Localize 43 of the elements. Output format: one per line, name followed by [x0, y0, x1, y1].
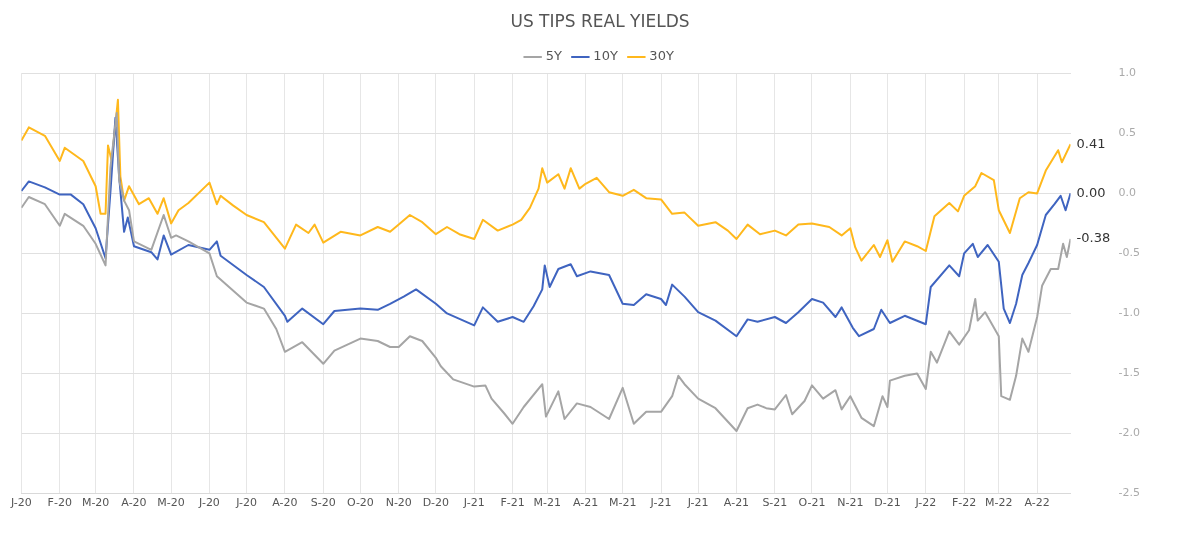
chart-title: US TIPS REAL YIELDS: [510, 10, 690, 31]
data-label: -0.38: [1076, 230, 1111, 246]
y-tick-label: 0.0: [1118, 186, 1137, 200]
x-tick-label: M-21: [608, 495, 637, 509]
x-tick-label: J-21: [686, 495, 709, 509]
x-tick-label: O-20: [346, 495, 374, 509]
y-tick-label: 0.5: [1118, 126, 1137, 140]
legend-label: 30Y: [649, 48, 674, 64]
x-tick-label: F-20: [47, 495, 72, 509]
x-tick-label: S-21: [762, 495, 788, 509]
data-label: 0.00: [1076, 184, 1106, 200]
y-tick-label: 1.0: [1118, 66, 1137, 80]
y-tick-label: -1.0: [1118, 306, 1141, 320]
data-label: 0.41: [1076, 135, 1106, 151]
legend-label: 5Y: [545, 48, 562, 64]
x-tick-label: M-22: [985, 495, 1013, 509]
x-tick-label: A-21: [723, 495, 750, 509]
y-tick-label: -2.0: [1118, 426, 1141, 440]
x-tick-label: J-20: [198, 495, 220, 509]
x-tick-label: N-20: [385, 495, 412, 509]
x-tick-label: F-22: [951, 495, 977, 509]
x-tick-label: D-21: [874, 495, 901, 509]
x-tick-label: A-20: [272, 495, 298, 509]
x-tick-label: J-22: [914, 495, 937, 509]
y-tick-label: -0.5: [1118, 246, 1141, 260]
x-tick-label: M-21: [533, 495, 561, 509]
x-tick-label: N-21: [837, 495, 864, 509]
x-tick-label: J-20: [235, 495, 257, 509]
x-tick-label: S-20: [310, 495, 336, 509]
y-tick-label: -2.5: [1118, 486, 1141, 500]
y-tick-label: -1.5: [1118, 366, 1141, 380]
x-tick-label: J-21: [649, 495, 672, 509]
x-tick-label: D-20: [422, 495, 450, 509]
x-tick-label: J-21: [462, 495, 485, 509]
x-tick-label: O-21: [798, 495, 826, 509]
x-tick-label: A-20: [121, 495, 147, 509]
x-tick-label: A-21: [572, 495, 599, 509]
x-tick-label: M-20: [157, 495, 185, 509]
x-tick-label: F-21: [500, 495, 525, 509]
x-tick-label: M-20: [81, 495, 110, 509]
x-tick-label: J-20: [10, 495, 32, 509]
legend-label: 10Y: [593, 48, 618, 64]
x-tick-label: A-22: [1024, 495, 1050, 509]
